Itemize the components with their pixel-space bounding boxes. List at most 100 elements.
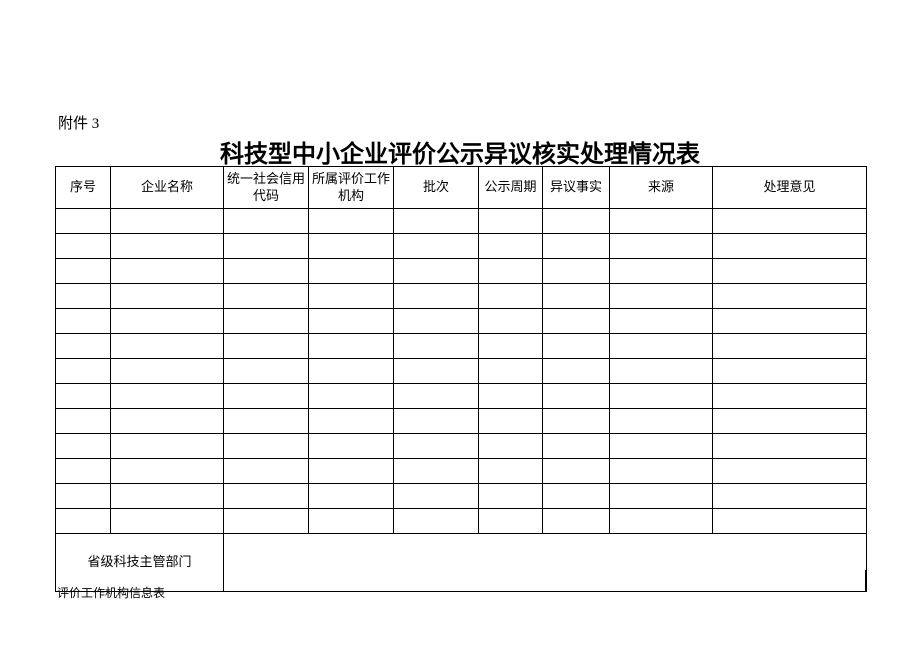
table-cell: [713, 484, 867, 509]
table-cell: [610, 284, 713, 309]
table-cell: [543, 384, 610, 409]
table-cell: [224, 284, 309, 309]
table-cell: [543, 409, 610, 434]
table-cell: [224, 234, 309, 259]
table-body: [56, 209, 867, 534]
table-cell: [610, 409, 713, 434]
header-cell-3: 所属评价工作机构: [309, 167, 394, 209]
table-cell: [111, 259, 224, 284]
table-row: [56, 459, 867, 484]
header-cell-4: 批次: [394, 167, 479, 209]
table-row: [56, 434, 867, 459]
table-cell: [309, 309, 394, 334]
table-cell: [56, 309, 111, 334]
header-cell-8: 处理意见: [713, 167, 867, 209]
table-row: [56, 409, 867, 434]
table-cell: [224, 209, 309, 234]
table-cell: [224, 434, 309, 459]
table-cell: [224, 484, 309, 509]
table-cell: [224, 459, 309, 484]
table-cell: [713, 334, 867, 359]
table-cell: [479, 284, 543, 309]
table-cell: [610, 334, 713, 359]
table-cell: [309, 259, 394, 284]
table-cell: [610, 309, 713, 334]
table-cell: [394, 309, 479, 334]
table-cell: [543, 359, 610, 384]
table-cell: [713, 359, 867, 384]
table-cell: [610, 384, 713, 409]
table-cell: [479, 409, 543, 434]
table-cell: [713, 409, 867, 434]
table-cell: [543, 284, 610, 309]
table-cell: [394, 259, 479, 284]
table-cell: [111, 509, 224, 534]
table-cell: [309, 334, 394, 359]
table-cell: [111, 434, 224, 459]
table-cell: [479, 484, 543, 509]
header-cell-5: 公示周期: [479, 167, 543, 209]
table-cell: [56, 359, 111, 384]
table-cell: [610, 459, 713, 484]
table-cell: [111, 409, 224, 434]
table-cell: [56, 209, 111, 234]
table-cell: [610, 484, 713, 509]
cutoff-text: 评价工作机构信息表: [57, 584, 165, 601]
table-cell: [610, 509, 713, 534]
header-cell-2: 统一社会信用代码: [224, 167, 309, 209]
header-cell-7: 来源: [610, 167, 713, 209]
table-cell: [394, 409, 479, 434]
table-cell: [713, 384, 867, 409]
table-row: [56, 509, 867, 534]
table-head: 序号企业名称统一社会信用代码所属评价工作机构批次公示周期异议事实来源处理意见: [56, 167, 867, 209]
table-cell: [543, 309, 610, 334]
table-cell: [309, 459, 394, 484]
document-page: 附件 3 科技型中小企业评价公示异议核实处理情况表 序号企业名称统一社会信用代码…: [0, 0, 920, 651]
table-cell: [56, 384, 111, 409]
table-cell: [111, 334, 224, 359]
table-cell: [713, 509, 867, 534]
table-cell: [309, 484, 394, 509]
table-row: [56, 384, 867, 409]
cutoff-strip: [55, 570, 866, 592]
table-cell: [713, 284, 867, 309]
table-cell: [479, 459, 543, 484]
table-cell: [479, 209, 543, 234]
table-cell: [56, 459, 111, 484]
table-cell: [309, 359, 394, 384]
table-cell: [111, 234, 224, 259]
table-cell: [610, 434, 713, 459]
table-cell: [479, 509, 543, 534]
table-cell: [309, 434, 394, 459]
page-title: 科技型中小企业评价公示异议核实处理情况表: [0, 134, 920, 169]
table-cell: [111, 359, 224, 384]
table-cell: [543, 259, 610, 284]
table-cell: [394, 284, 479, 309]
table-cell: [610, 209, 713, 234]
header-cell-0: 序号: [56, 167, 111, 209]
table-cell: [713, 209, 867, 234]
table-cell: [394, 509, 479, 534]
table-cell: [56, 434, 111, 459]
table-cell: [394, 334, 479, 359]
table-cell: [713, 234, 867, 259]
table-cell: [224, 409, 309, 434]
table-cell: [479, 334, 543, 359]
table-cell: [56, 259, 111, 284]
table-cell: [394, 484, 479, 509]
table-cell: [543, 334, 610, 359]
table-cell: [111, 209, 224, 234]
table-cell: [479, 359, 543, 384]
table-cell: [610, 234, 713, 259]
table-cell: [394, 384, 479, 409]
table-row: [56, 234, 867, 259]
table-cell: [713, 259, 867, 284]
table-cell: [111, 484, 224, 509]
table-row: [56, 484, 867, 509]
table-cell: [543, 459, 610, 484]
table-row: [56, 359, 867, 384]
header-cell-1: 企业名称: [111, 167, 224, 209]
table-cell: [224, 509, 309, 534]
table-cell: [543, 234, 610, 259]
attachment-label: 附件 3: [58, 112, 99, 133]
